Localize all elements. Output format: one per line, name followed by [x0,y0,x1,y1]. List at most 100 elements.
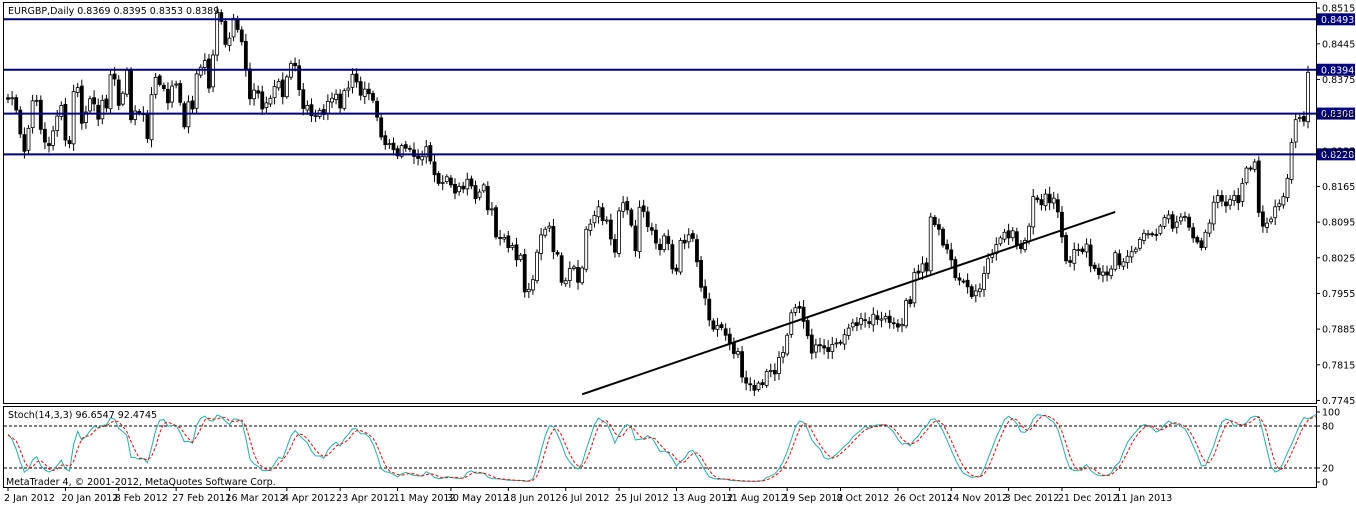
candle [801,299,806,329]
candle [379,114,384,141]
candle [531,274,535,295]
candle [1150,231,1155,237]
y-tick-label: 0.8235 [1322,146,1355,157]
level-label: 0.8493 [1321,15,1354,26]
candle [768,363,773,378]
candle [826,340,831,359]
candle [777,351,781,381]
candle [707,292,712,327]
candle [990,249,995,264]
candle [1117,249,1122,270]
candle [617,207,621,258]
x-tick-label: 2 Jan 2012 [4,493,55,504]
x-tick-label: 21 Dec 2012 [1058,493,1119,504]
candle [43,122,47,150]
candle [170,80,174,108]
candle [715,318,720,337]
candle [588,218,593,236]
candle [842,328,847,350]
candle [219,9,224,25]
candle [662,232,667,253]
candle [137,108,142,116]
candle [961,278,966,284]
candle [1248,165,1253,172]
candle [1260,205,1265,233]
candle [879,311,884,328]
candle [555,249,560,257]
candle [1031,189,1036,235]
candle [666,229,671,251]
candle [108,70,113,114]
candle [633,219,638,257]
candle [736,347,740,358]
candle [371,90,375,104]
candle [440,175,445,191]
candle [830,336,835,359]
candle [10,91,15,106]
candle [215,6,220,62]
x-tick-label: 27 Feb 2012 [172,493,231,504]
candle [338,89,343,113]
candle [38,95,43,135]
candle [502,233,507,243]
candle [1244,166,1249,185]
candle [231,13,236,42]
stoch-y-tick-label: 100 [1322,408,1340,419]
y-tick-label: 0.8305 [1322,111,1355,122]
candle [871,307,876,332]
x-tick-label: 14 Nov 2012 [947,493,1008,504]
candle [387,138,392,149]
candle [334,89,338,105]
candle [313,109,318,123]
candle [166,82,170,110]
candle [887,310,892,329]
candle [522,248,527,298]
candle [998,235,1003,247]
candle [711,318,716,332]
candle [645,206,650,233]
candle [252,83,256,106]
candle [325,94,330,121]
candle [740,345,744,383]
stoch-y-tick-label: 80 [1322,422,1334,433]
candle [256,85,261,99]
x-tick-label: 18 Jun 2012 [504,493,561,504]
candle [526,282,531,299]
candle [125,67,129,98]
x-tick-label: 25 Jul 2012 [615,493,669,504]
candle [1055,193,1060,219]
main-panel-frame [3,2,1317,404]
candle [891,317,896,329]
candle [420,150,425,166]
candle [904,297,909,329]
candle [600,203,605,226]
candle [986,253,991,279]
candle [1092,262,1097,272]
candle [719,321,724,331]
candle [813,338,818,359]
candle [305,100,310,115]
candle [863,312,867,328]
candle [1219,190,1224,207]
candle [473,180,478,204]
candle [190,95,195,115]
candle [485,181,490,215]
chart-title: EURGBP,Daily 0.8369 0.8395 0.8353 0.8389 [8,6,219,17]
candle [268,95,273,108]
candle [1228,195,1232,210]
candle [641,199,646,218]
candle [551,218,556,260]
candle [1170,211,1175,232]
y-tick-label: 0.8025 [1322,253,1355,264]
candle [399,143,404,159]
candle [350,68,355,94]
candle [1047,186,1052,211]
candle [481,182,486,193]
candle [674,264,679,275]
candle [18,106,23,138]
candle [211,49,215,93]
candle [133,105,138,126]
candle [723,323,728,341]
candle [748,377,753,392]
candle [670,239,675,274]
